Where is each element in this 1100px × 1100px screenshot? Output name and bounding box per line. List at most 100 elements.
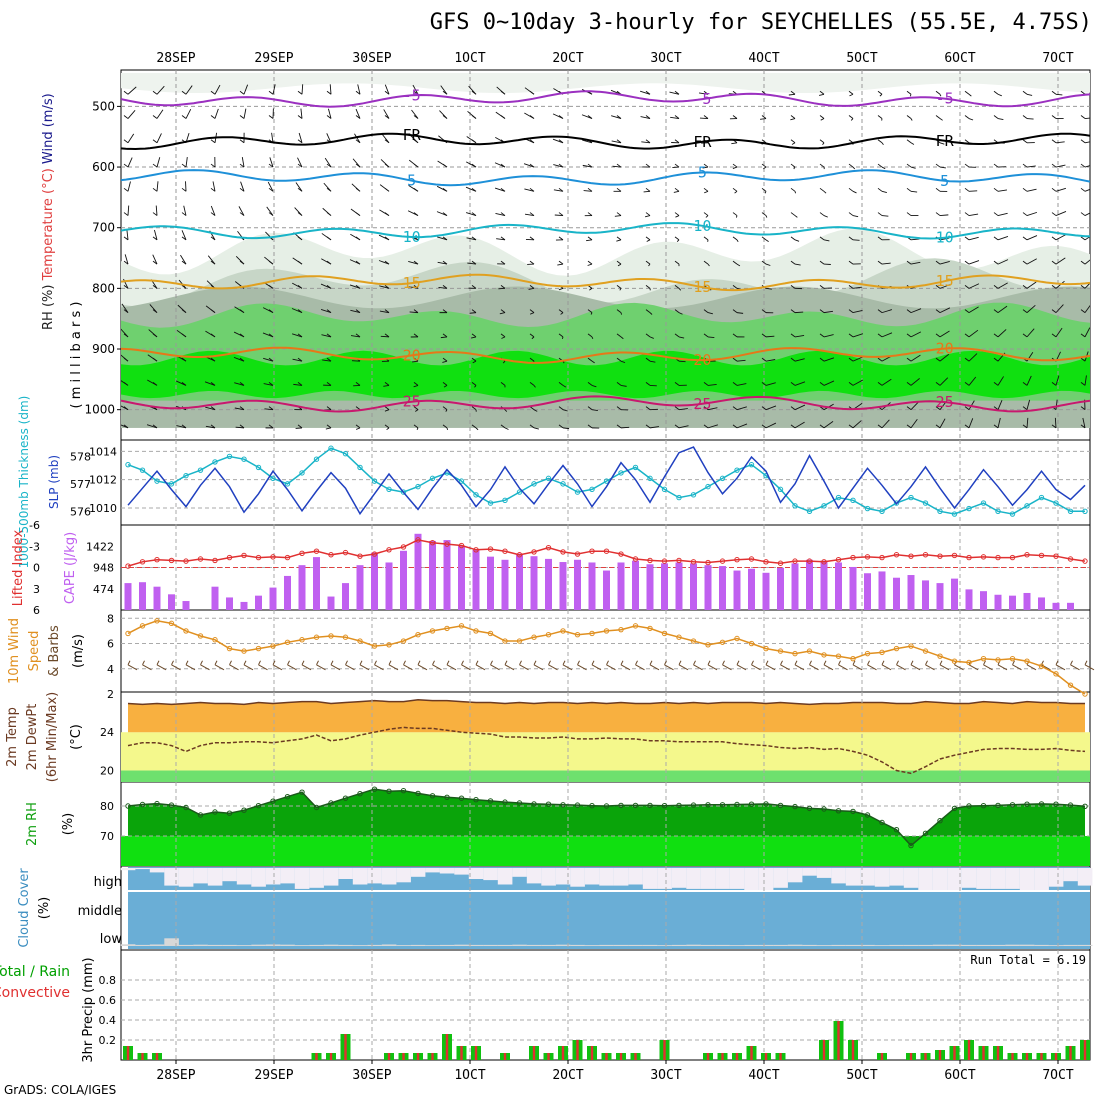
wind-barb [968, 418, 974, 429]
wind-barb [292, 358, 303, 362]
wind-barb-flag [558, 260, 564, 265]
wind-barb-flag [471, 139, 477, 144]
wind-barb-flag [471, 115, 477, 119]
wind-barb [552, 138, 564, 144]
wind-barb [1084, 375, 1087, 386]
wind-barb [910, 166, 916, 169]
wind-barb [968, 260, 980, 265]
wind-barb [1055, 327, 1063, 338]
cloud-high-gap [468, 868, 484, 879]
wind-barb [939, 330, 950, 338]
isotherm-label: -5 [693, 90, 711, 108]
wind-barb-flag [297, 212, 303, 216]
wind-barb [765, 382, 776, 386]
wind-barb [881, 166, 886, 170]
wind-barb [704, 190, 709, 194]
cloud-high-gap [947, 868, 962, 890]
wind-barb [838, 664, 848, 671]
wind-barb-flag [577, 660, 580, 665]
isotherm-label: 10 [936, 229, 954, 247]
rh-line-point [313, 804, 320, 811]
wind-barb-flag [384, 309, 390, 313]
xtick-label-bottom: 6OCT [944, 1068, 975, 1083]
wind-barb-flag [674, 382, 680, 386]
wind-barb [416, 427, 419, 431]
cloud-high-gap [787, 868, 803, 883]
wind-barb-flag [674, 139, 680, 144]
wind-barb-flag [703, 309, 709, 313]
wind-barb [445, 409, 448, 412]
wind-barb-flag [732, 382, 738, 386]
wind-barb [881, 215, 889, 217]
wind-barb-flag [1022, 90, 1028, 95]
rh-line-point [719, 802, 726, 808]
wind-barb [997, 664, 1008, 671]
cloud-high-gap [744, 868, 759, 890]
cloud-high-gap [918, 868, 933, 890]
wind-barb-flag [500, 90, 506, 95]
wind-barb-flag [906, 187, 912, 192]
cloud-high-gap [976, 868, 991, 889]
wind-barb-flag [1022, 236, 1028, 241]
cloud-low-gap [758, 944, 774, 946]
li-line-point [154, 557, 160, 563]
cape-bar [690, 563, 697, 610]
wind-barb-flag [355, 115, 361, 119]
wind-barb-flag [635, 660, 638, 665]
wind-barb [499, 312, 506, 315]
wind-barb-flag [645, 382, 651, 386]
wind-barb [765, 422, 777, 429]
wind-barb [780, 664, 790, 671]
thickness-line-point [168, 481, 175, 487]
wind-barb [879, 93, 883, 97]
thickness-line-point [473, 492, 479, 498]
isotherm-label: 15 [693, 278, 711, 296]
wind-barb [297, 157, 303, 168]
wind-barb-flag [616, 115, 622, 119]
wind-barb-flag [500, 236, 506, 241]
wind-barb [411, 109, 419, 119]
wind-barb-flag [761, 212, 767, 216]
precip-convective-bar [996, 1046, 1000, 1060]
wind-barb-flag [790, 309, 796, 313]
cape-bar [849, 566, 857, 610]
xtick-label-top: 3OCT [650, 51, 681, 66]
wind-barb-flag [442, 187, 448, 192]
cloud-high-gap [1063, 868, 1078, 882]
wind-barb-flag [239, 260, 245, 265]
rh-line-point [951, 805, 958, 812]
li-line-point [922, 552, 929, 558]
wind-barb-flag [1022, 260, 1028, 265]
wind-barb-flag [152, 260, 158, 265]
wind-barb-flag [442, 236, 448, 241]
wind-barb [185, 157, 188, 168]
wind-barb-flag [819, 424, 825, 429]
wind-barb-flag [761, 333, 767, 338]
wind-barb [384, 409, 390, 412]
thickness-line-point [966, 505, 972, 512]
wind-barb-flag [500, 115, 506, 119]
precip-convective-bar [315, 1053, 318, 1060]
wind-barb [240, 181, 245, 192]
wind-barb-flag [1022, 163, 1028, 168]
slp-tick: 1012 [89, 474, 117, 487]
rh-line-point [734, 801, 740, 808]
cape-bar [675, 562, 683, 610]
li-line-point [995, 554, 1001, 561]
thickness-line-point [618, 470, 624, 476]
wind-barb [470, 336, 477, 339]
wind-barb-flag [790, 90, 796, 95]
wind-barb-flag [297, 90, 303, 95]
cloud-high-gap [222, 868, 237, 882]
wind-barb [896, 664, 906, 671]
rh-line-point [531, 801, 537, 807]
wind-barb-flag [529, 212, 535, 216]
wind-barb [1026, 188, 1037, 192]
cloud-low-gap [207, 944, 223, 946]
wind-barb [997, 400, 1003, 410]
wind-barb-flag [268, 260, 274, 265]
wind-barb-flag [152, 139, 158, 144]
wind-barb [867, 664, 877, 671]
cape-bar [632, 560, 639, 610]
wind-barb [968, 664, 979, 671]
